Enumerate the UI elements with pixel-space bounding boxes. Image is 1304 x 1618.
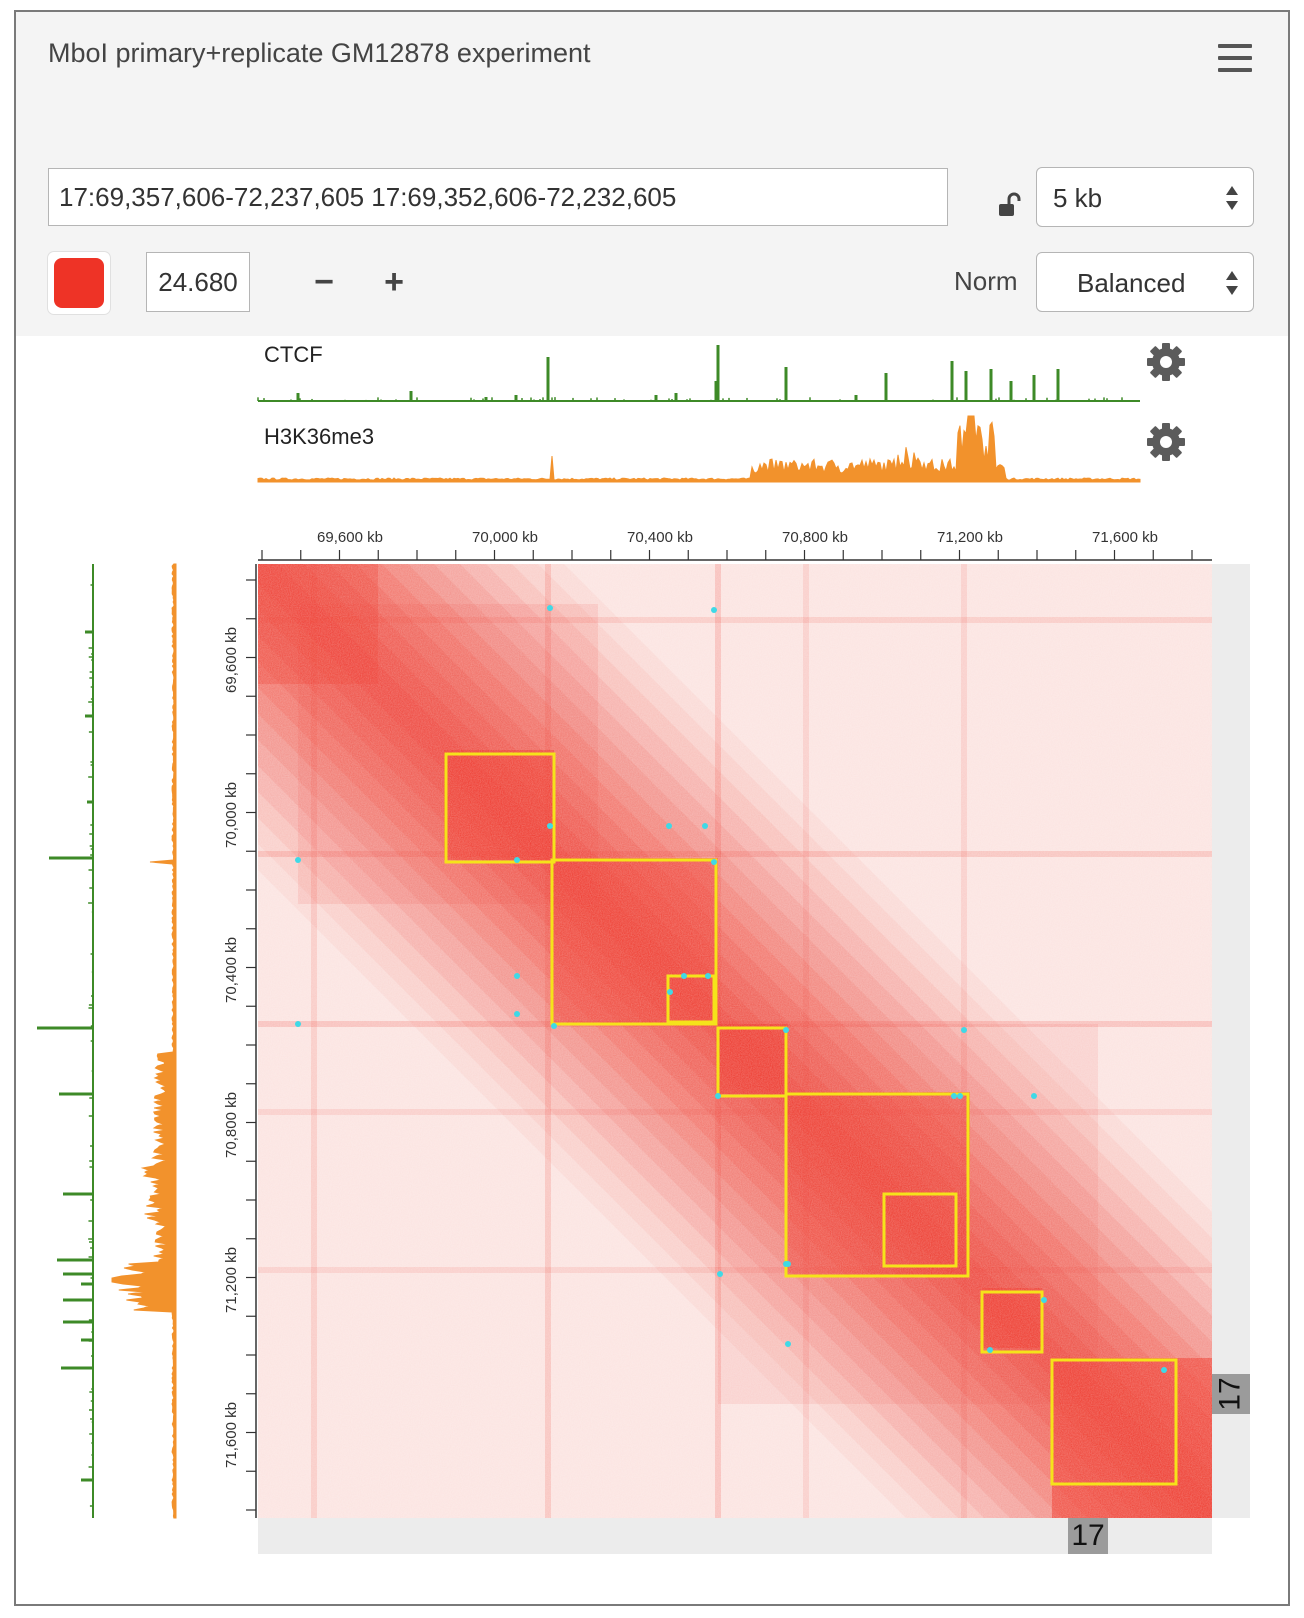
increase-color-button[interactable]: + [384, 263, 404, 301]
loop-annotations [295, 605, 1167, 1373]
loop-dot [681, 973, 687, 979]
right-scroll-strip[interactable] [1212, 564, 1250, 1518]
domain-box [666, 974, 716, 1024]
domain-annotations [444, 752, 1178, 1486]
h3k36me3-track-horizontal [257, 415, 1141, 483]
gear-icon[interactable] [1146, 422, 1186, 462]
loop-dot [1041, 1297, 1047, 1303]
y-tick-label: 71,200 kb [223, 1247, 240, 1313]
color-range-value[interactable]: 24.680 [146, 252, 250, 312]
top-toolbar: MboI primary+replicate GM12878 experimen… [16, 12, 1288, 336]
y-tick-label: 70,000 kb [223, 782, 240, 848]
contact-heatmap[interactable] [258, 564, 1212, 1518]
x-tick-label: 70,000 kb [472, 529, 538, 546]
loop-dot [295, 1021, 301, 1027]
domain-box [550, 858, 718, 1026]
x-tick-label: 70,400 kb [627, 529, 693, 546]
loop-dot [295, 857, 301, 863]
loop-dot [951, 1093, 957, 1099]
ctcf-track-horizontal [257, 345, 1140, 402]
normalization-value: Balanced [1077, 268, 1186, 298]
chrom-label-y: 17 [1212, 1374, 1250, 1414]
y-tick-label: 70,800 kb [223, 1092, 240, 1158]
loop-dot [547, 823, 553, 829]
loop-dot [547, 605, 553, 611]
loop-dot [551, 1023, 557, 1029]
loop-dot [785, 1341, 791, 1347]
x-tick-label: 71,200 kb [937, 529, 1003, 546]
gear-icon[interactable] [1146, 342, 1186, 382]
x-tick-label: 70,800 kb [782, 529, 848, 546]
h3k36me3-track-vertical [111, 563, 177, 1519]
loop-dot [783, 1027, 789, 1033]
resolution-value: 5 kb [1053, 183, 1103, 213]
loop-dot [667, 989, 673, 995]
decrease-color-button[interactable]: − [314, 263, 334, 301]
ctcf-track-vertical [37, 564, 94, 1518]
loop-dot [514, 973, 520, 979]
hic-viewer[interactable]: 69,600 kb 70,000 kb 70,400 kb 70,800 kb 71,2… [16, 12, 1288, 1604]
h3k-area [257, 415, 1141, 483]
norm-label: Norm [954, 266, 1018, 296]
bottom-scroll-strip[interactable] [258, 1518, 1212, 1554]
loop-dot [705, 973, 711, 979]
x-axis-ruler: 69,600 kb 70,000 kb 70,400 kb 70,800 kb 71,2… [258, 529, 1212, 561]
juicebox-panel: MboI primary+replicate GM12878 experimen… [14, 10, 1290, 1606]
x-tick-label: 71,600 kb [1092, 529, 1158, 546]
color-swatch[interactable] [48, 252, 110, 314]
loop-dot [717, 1271, 723, 1277]
domain-box [784, 1092, 970, 1278]
loop-dot [711, 607, 717, 613]
domain-box [716, 1026, 788, 1098]
track-label-ctcf: CTCF [264, 342, 323, 367]
loop-dot [702, 823, 708, 829]
loop-dot [1161, 1367, 1167, 1373]
chrom-label-x: 17 [1068, 1518, 1108, 1554]
loop-dot [1031, 1093, 1037, 1099]
y-tick-label: 71,600 kb [223, 1402, 240, 1468]
loop-dot [711, 859, 717, 865]
x-tick-label: 69,600 kb [317, 529, 383, 546]
domain-box [980, 1290, 1044, 1354]
domain-box [882, 1192, 958, 1268]
loop-dot [715, 1093, 721, 1099]
normalization-select[interactable]: Balanced [1036, 252, 1254, 312]
loop-dot [514, 857, 520, 863]
track-label-h3k36me3: H3K36me3 [264, 424, 375, 449]
select-arrows-icon [1226, 186, 1238, 210]
loop-dot [961, 1027, 967, 1033]
loop-dot [957, 1093, 963, 1099]
locus-input[interactable] [48, 168, 948, 226]
y-tick-label: 70,400 kb [223, 937, 240, 1003]
h3k-area-vertical [111, 563, 177, 1519]
resolution-select[interactable]: 5 kb [1036, 167, 1254, 227]
hamburger-menu-icon[interactable] [1218, 44, 1252, 72]
loop-dot [666, 823, 672, 829]
loop-dot [514, 1011, 520, 1017]
y-axis-ruler: 69,600 kb 70,000 kb 70,400 kb 70,800 kb 71,2… [223, 564, 257, 1518]
loop-dot [987, 1347, 993, 1353]
domain-box [444, 752, 556, 864]
select-arrows-icon [1226, 271, 1238, 295]
y-tick-label: 69,600 kb [223, 627, 240, 693]
loop-dot [785, 1261, 791, 1267]
domain-box [1050, 1358, 1178, 1486]
page-title: MboI primary+replicate GM12878 experimen… [48, 38, 591, 68]
unlock-icon[interactable] [996, 192, 1022, 218]
